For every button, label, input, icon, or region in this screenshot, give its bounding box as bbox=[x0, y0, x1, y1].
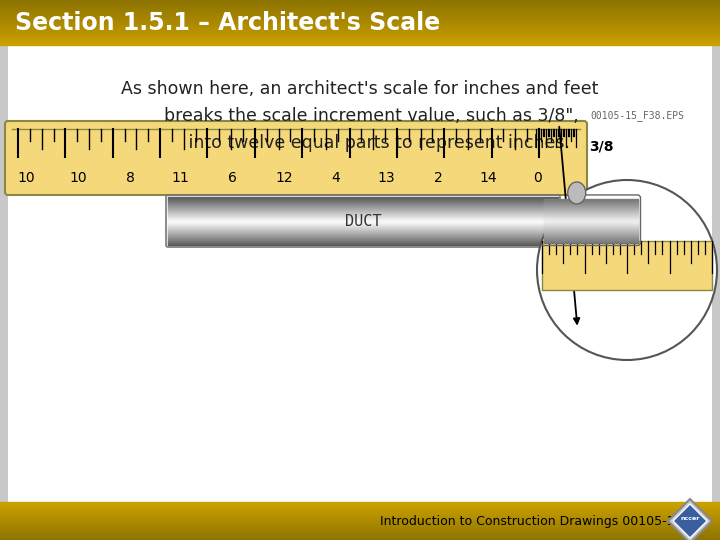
Text: 14: 14 bbox=[480, 171, 497, 185]
Text: 6: 6 bbox=[228, 171, 236, 185]
Text: 4: 4 bbox=[332, 171, 341, 185]
Text: Introduction to Construction Drawings 00105-15: Introduction to Construction Drawings 00… bbox=[380, 515, 683, 528]
Text: 3/8: 3/8 bbox=[589, 139, 613, 153]
Text: 12: 12 bbox=[275, 171, 293, 185]
Ellipse shape bbox=[568, 182, 586, 204]
Text: nccer: nccer bbox=[680, 516, 700, 521]
Text: 8: 8 bbox=[125, 171, 135, 185]
FancyBboxPatch shape bbox=[8, 45, 712, 502]
Circle shape bbox=[537, 180, 717, 360]
Text: 0: 0 bbox=[534, 171, 542, 185]
Text: 10: 10 bbox=[17, 171, 35, 185]
Text: 00105-15_F38.EPS: 00105-15_F38.EPS bbox=[590, 110, 684, 121]
Text: 10: 10 bbox=[69, 171, 87, 185]
Text: 2: 2 bbox=[433, 171, 442, 185]
Text: As shown here, an architect's scale for inches and feet
    breaks the scale inc: As shown here, an architect's scale for … bbox=[121, 80, 599, 152]
Text: 11: 11 bbox=[171, 171, 189, 185]
FancyBboxPatch shape bbox=[542, 240, 712, 290]
Polygon shape bbox=[668, 499, 712, 540]
Text: DUCT: DUCT bbox=[345, 213, 382, 228]
Text: 13: 13 bbox=[377, 171, 395, 185]
FancyBboxPatch shape bbox=[5, 121, 587, 195]
Polygon shape bbox=[673, 504, 707, 538]
Text: Section 1.5.1 – Architect's Scale: Section 1.5.1 – Architect's Scale bbox=[15, 10, 440, 35]
